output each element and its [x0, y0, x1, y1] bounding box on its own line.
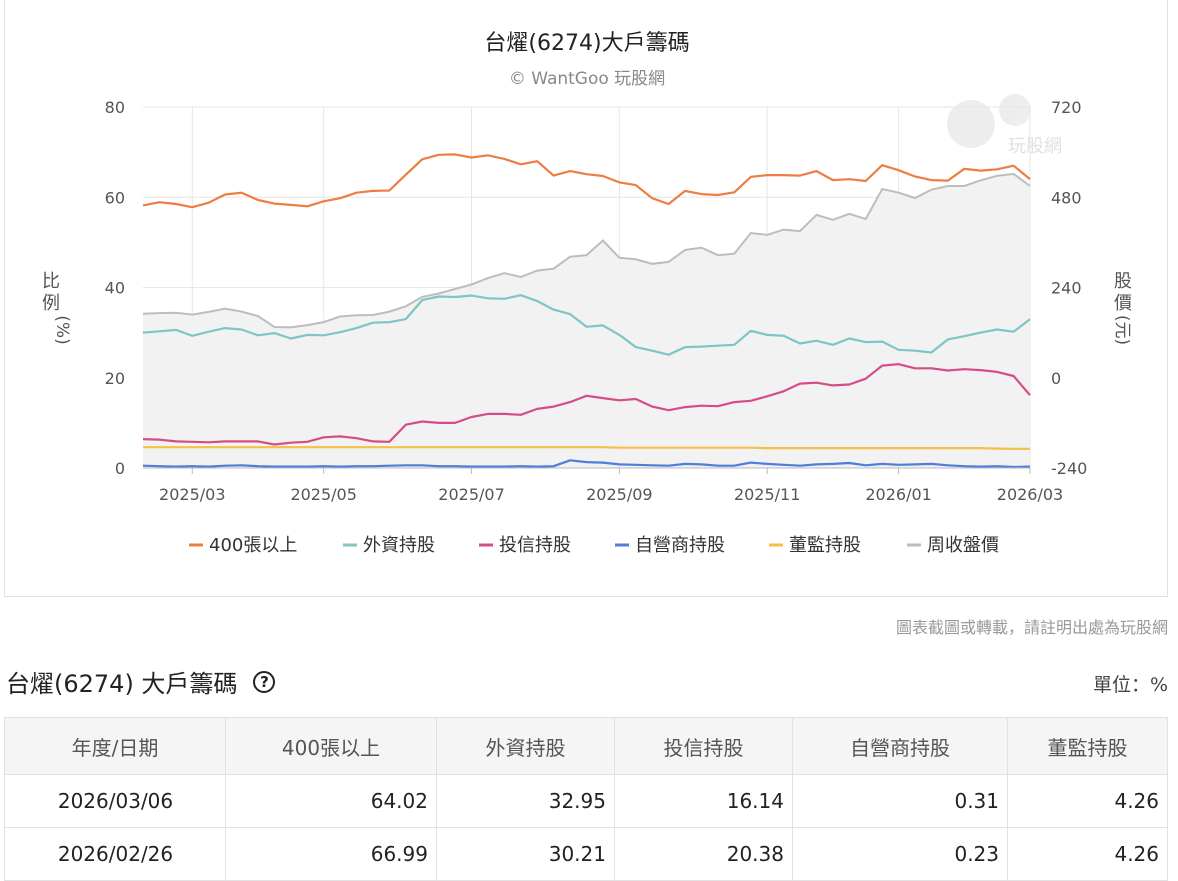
column-header[interactable]: 400張以上: [225, 717, 437, 775]
y-left-tick-label: 20: [105, 369, 125, 388]
y-right-axis-title-char: 價: [1114, 293, 1132, 314]
x-tick-label: 2026/01: [865, 485, 931, 504]
y-left-axis-title-unit: (%): [52, 315, 72, 344]
legend-label: 400張以上: [209, 535, 297, 556]
cell-value: 66.99: [225, 827, 437, 881]
x-tick-label: 2025/11: [734, 485, 800, 504]
table-header-row: 年度/日期 400張以上 外資持股 投信持股 自營商持股 董監持股: [4, 717, 1168, 775]
y-right-tick-label: 240: [1051, 279, 1082, 298]
cell-date: 2026/03/06: [4, 774, 226, 828]
unit-label: 單位：%: [1092, 674, 1168, 696]
chart-credit: © WantGoo 玩股網: [509, 69, 665, 89]
legend-item[interactable]: 投信持股: [479, 535, 571, 556]
legend-label: 外資持股: [363, 535, 435, 556]
legend-item[interactable]: 400張以上: [189, 535, 297, 556]
y-left-tick-label: 80: [105, 98, 125, 117]
column-header[interactable]: 董監持股: [1007, 717, 1168, 775]
column-header[interactable]: 年度/日期: [4, 717, 226, 775]
screenshot-notice: 圖表截圖或轉載，請註明出處為玩股網: [895, 618, 1168, 637]
cell-value: 32.95: [436, 774, 615, 828]
series-line: [142, 363, 1031, 446]
series-line: [142, 153, 1031, 209]
help-icon[interactable]: ?: [253, 670, 276, 693]
y-left-tick-label: 60: [105, 188, 125, 207]
y-left-tick-label: 0: [115, 459, 125, 478]
holdings-table: 年度/日期 400張以上 外資持股 投信持股 自營商持股 董監持股 2026/0…: [4, 717, 1168, 881]
cell-value: 0.23: [792, 827, 1008, 881]
x-tick-label: 2025/07: [438, 485, 504, 504]
table-row: 2026/02/26 66.99 30.21 20.38 0.23 4.26: [4, 827, 1168, 881]
column-header[interactable]: 投信持股: [614, 717, 793, 775]
series-line: [142, 294, 1031, 356]
legend-label: 自營商持股: [635, 535, 725, 556]
y-right-axis-title-char: 股: [1114, 271, 1132, 292]
y-right-tick-label: 480: [1051, 188, 1082, 207]
chart-svg: 台燿(6274)大戶籌碼 © WantGoo 玩股網 玩股網 80 720 60 48…: [42, 31, 1132, 556]
cell-value: 16.14: [614, 774, 793, 828]
cell-value: 0.31: [792, 774, 1008, 828]
cell-value: 64.02: [225, 774, 437, 828]
cell-value: 4.26: [1007, 827, 1168, 881]
cell-value: 4.26: [1007, 774, 1168, 828]
series-line-price: [142, 172, 1031, 329]
column-header[interactable]: 自營商持股: [792, 717, 1008, 775]
cell-value: 30.21: [436, 827, 615, 881]
legend-label: 董監持股: [789, 535, 861, 556]
watermark-text: 玩股網: [1008, 136, 1062, 157]
y-right-tick-label: 720: [1051, 98, 1082, 117]
legend-item[interactable]: 自營商持股: [615, 535, 725, 556]
y-right-tick-label: 0: [1051, 369, 1061, 388]
y-right-axis-title-unit: (元): [1112, 315, 1132, 345]
legend-item[interactable]: 董監持股: [769, 535, 861, 556]
watermark-logo: 玩股網: [947, 94, 1062, 157]
section-title: 台燿(6274) 大戶籌碼 ?: [6, 664, 276, 699]
chart-title: 台燿(6274)大戶籌碼: [484, 31, 689, 56]
y-left-axis-title-char: 例: [42, 293, 60, 314]
x-tick-label: 2026/03: [997, 485, 1063, 504]
y-right-tick-label: -240: [1051, 459, 1087, 478]
series-line: [143, 446, 1030, 450]
legend-label: 投信持股: [499, 535, 571, 556]
y-left-tick-label: 40: [105, 279, 125, 298]
column-header[interactable]: 外資持股: [436, 717, 615, 775]
chart-card: 台燿(6274)大戶籌碼 © WantGoo 玩股網 玩股網 80 720 60 48…: [4, 0, 1168, 597]
table-row: 2026/03/06 64.02 32.95 16.14 0.31 4.26: [4, 774, 1168, 828]
x-tick-label: 2025/03: [159, 485, 225, 504]
section-title-text: 台燿(6274) 大戶籌碼: [6, 670, 238, 698]
x-tick-label: 2025/05: [290, 485, 356, 504]
x-tick-label: 2025/09: [586, 485, 652, 504]
cell-value: 20.38: [614, 827, 793, 881]
y-left-axis-title-char: 比: [42, 271, 60, 292]
price-area: [143, 173, 1030, 468]
cell-date: 2026/02/26: [4, 827, 226, 881]
legend-label: 周收盤價: [927, 535, 999, 556]
series-line: [142, 459, 1031, 469]
legend-item[interactable]: 外資持股: [343, 535, 435, 556]
legend-item[interactable]: 周收盤價: [907, 535, 999, 556]
